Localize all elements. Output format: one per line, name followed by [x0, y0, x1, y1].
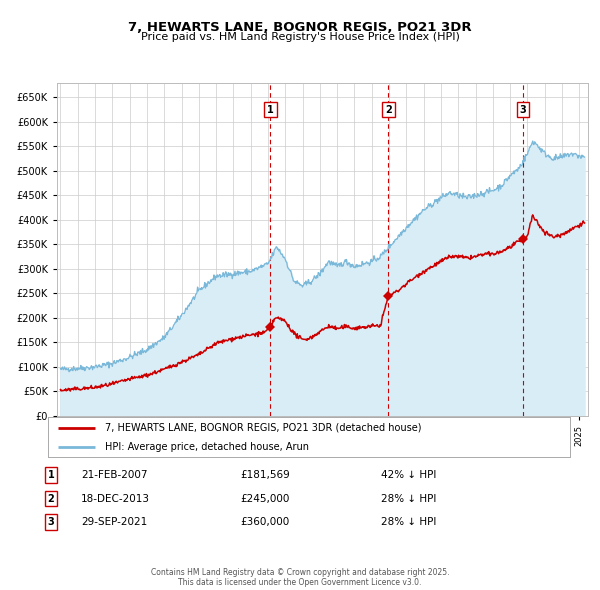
Text: £360,000: £360,000	[240, 517, 289, 527]
Text: 28% ↓ HPI: 28% ↓ HPI	[381, 517, 436, 527]
Text: 2: 2	[385, 104, 392, 114]
Text: 3: 3	[47, 517, 55, 527]
Text: £245,000: £245,000	[240, 494, 289, 503]
Text: Price paid vs. HM Land Registry's House Price Index (HPI): Price paid vs. HM Land Registry's House …	[140, 32, 460, 42]
Text: 2: 2	[47, 494, 55, 503]
Text: 1: 1	[267, 104, 274, 114]
Text: £181,569: £181,569	[240, 470, 290, 480]
Text: 7, HEWARTS LANE, BOGNOR REGIS, PO21 3DR (detached house): 7, HEWARTS LANE, BOGNOR REGIS, PO21 3DR …	[106, 423, 422, 433]
Text: 18-DEC-2013: 18-DEC-2013	[81, 494, 150, 503]
Text: 3: 3	[520, 104, 526, 114]
Text: 42% ↓ HPI: 42% ↓ HPI	[381, 470, 436, 480]
Text: HPI: Average price, detached house, Arun: HPI: Average price, detached house, Arun	[106, 442, 310, 452]
Text: 28% ↓ HPI: 28% ↓ HPI	[381, 494, 436, 503]
Text: Contains HM Land Registry data © Crown copyright and database right 2025.
This d: Contains HM Land Registry data © Crown c…	[151, 568, 449, 587]
Text: 21-FEB-2007: 21-FEB-2007	[81, 470, 148, 480]
Text: 1: 1	[47, 470, 55, 480]
Text: 29-SEP-2021: 29-SEP-2021	[81, 517, 147, 527]
Text: 7, HEWARTS LANE, BOGNOR REGIS, PO21 3DR: 7, HEWARTS LANE, BOGNOR REGIS, PO21 3DR	[128, 21, 472, 34]
